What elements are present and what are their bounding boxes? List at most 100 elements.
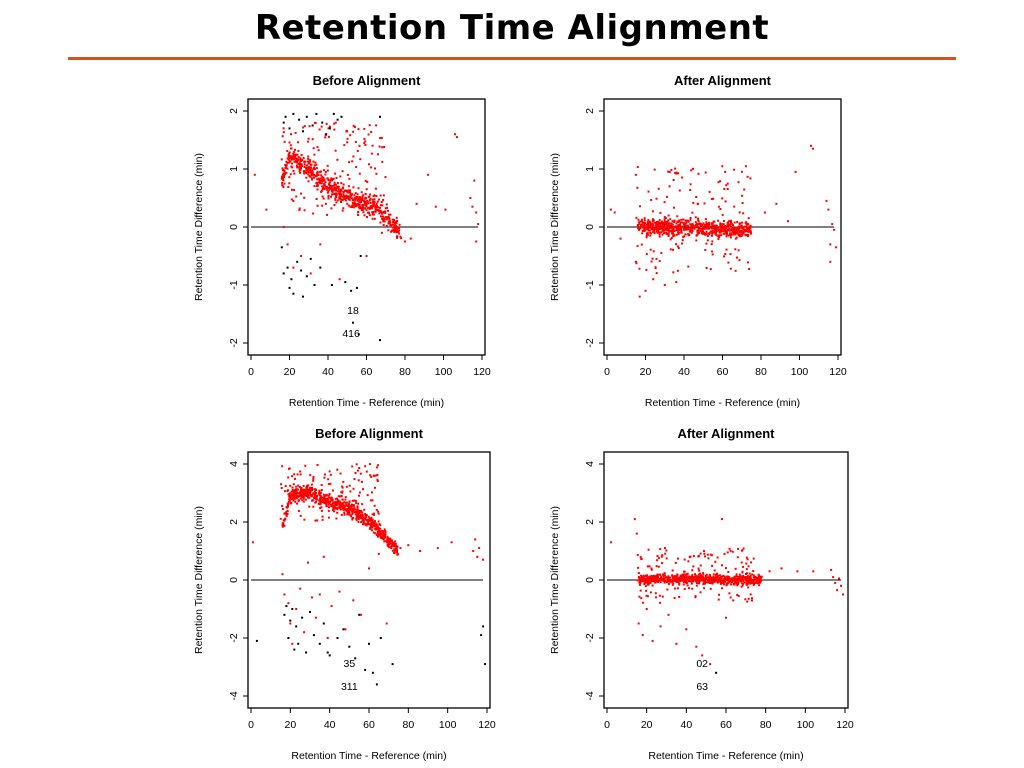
p2-point xyxy=(609,208,612,211)
p3-point xyxy=(313,495,316,497)
p3-point xyxy=(288,492,291,495)
p2-point xyxy=(709,268,712,271)
p1-point xyxy=(316,171,319,174)
p3-point xyxy=(356,506,359,509)
p3-point xyxy=(318,593,321,596)
p3-point xyxy=(295,625,298,628)
p4-point xyxy=(746,577,749,580)
p3-point xyxy=(336,497,339,500)
p4-point xyxy=(647,548,650,551)
p2-point xyxy=(651,226,654,229)
p1-point xyxy=(378,145,381,148)
p3-point xyxy=(312,492,315,495)
p1-point xyxy=(372,213,375,216)
p4-point xyxy=(725,567,727,570)
p2-point xyxy=(675,171,678,174)
p3-point xyxy=(289,622,292,625)
p3-point xyxy=(340,504,343,507)
p2-point xyxy=(684,222,687,225)
p3-point xyxy=(295,490,298,493)
p3-point xyxy=(356,505,359,508)
p3-xtick-label: 80 xyxy=(402,719,414,731)
p4-point xyxy=(639,556,642,559)
p2-point xyxy=(721,223,724,226)
p1-point xyxy=(366,207,369,210)
p2-point xyxy=(677,247,680,250)
p4-point xyxy=(740,575,743,578)
p4-point xyxy=(742,565,745,568)
p1-point xyxy=(325,133,328,136)
p1-point xyxy=(293,172,296,175)
p4-point xyxy=(664,579,666,582)
p1-point xyxy=(329,179,332,182)
p1-point xyxy=(288,127,291,130)
p3-point xyxy=(374,486,376,489)
p4-point xyxy=(643,583,646,585)
p3-point xyxy=(373,513,375,516)
p1-point xyxy=(352,124,355,127)
p2-point xyxy=(703,202,706,205)
p4-point xyxy=(657,581,660,583)
p1-point xyxy=(280,246,283,249)
p3-point xyxy=(301,490,304,493)
p2-point xyxy=(741,230,744,233)
p4-point xyxy=(746,582,748,585)
p2-point xyxy=(716,225,719,228)
p3-point xyxy=(358,494,360,497)
p4-point xyxy=(637,576,640,578)
p1-point xyxy=(311,178,314,181)
p4-point xyxy=(677,581,680,583)
p1-point xyxy=(308,160,311,163)
p4-xlabel: Retention Time - Reference (min) xyxy=(648,750,803,762)
p4-point xyxy=(745,556,748,559)
p1-point xyxy=(297,163,300,166)
p2-point xyxy=(708,227,711,230)
p3-point xyxy=(385,622,388,625)
p1-point xyxy=(343,144,346,147)
p1-point xyxy=(358,204,361,206)
p1-point xyxy=(309,169,312,172)
p2-point xyxy=(649,222,652,225)
p4-point xyxy=(660,575,663,578)
p2-point xyxy=(642,229,645,232)
p2-point xyxy=(737,232,740,235)
p3-point xyxy=(321,496,324,499)
p4-point xyxy=(723,552,726,555)
p3-point xyxy=(288,467,291,470)
p2-point xyxy=(682,218,685,221)
p3-point xyxy=(314,616,317,619)
p3-point xyxy=(291,608,294,610)
p1-point xyxy=(321,121,324,124)
p3-point xyxy=(314,519,317,522)
p2-point xyxy=(680,229,683,231)
p1-point xyxy=(321,175,324,178)
p4-point xyxy=(687,560,690,563)
p4-point xyxy=(661,595,664,598)
p4-point xyxy=(665,549,668,552)
p2-point xyxy=(700,228,703,231)
p1-point xyxy=(363,214,366,217)
p2-point xyxy=(827,208,830,211)
p1-point xyxy=(341,198,344,201)
p4-point xyxy=(667,613,670,616)
p1-point xyxy=(390,230,393,233)
p2-point xyxy=(684,228,687,231)
p2-point xyxy=(655,224,658,227)
p4-point xyxy=(658,578,661,581)
p2-point xyxy=(717,181,720,184)
p1-point xyxy=(285,164,288,166)
p1-point xyxy=(339,193,342,195)
p3-point xyxy=(371,671,374,674)
p2-point xyxy=(690,224,693,227)
p1-point xyxy=(307,160,309,163)
p3-point xyxy=(394,540,397,543)
p1-point xyxy=(395,225,397,228)
p4-point xyxy=(654,576,657,579)
p4-point xyxy=(727,576,730,579)
p2-point xyxy=(675,233,678,236)
p3-point xyxy=(351,465,354,468)
p4-point xyxy=(704,581,707,584)
p1-point xyxy=(283,173,286,176)
p4-point xyxy=(688,556,691,559)
p3-point xyxy=(379,637,382,639)
